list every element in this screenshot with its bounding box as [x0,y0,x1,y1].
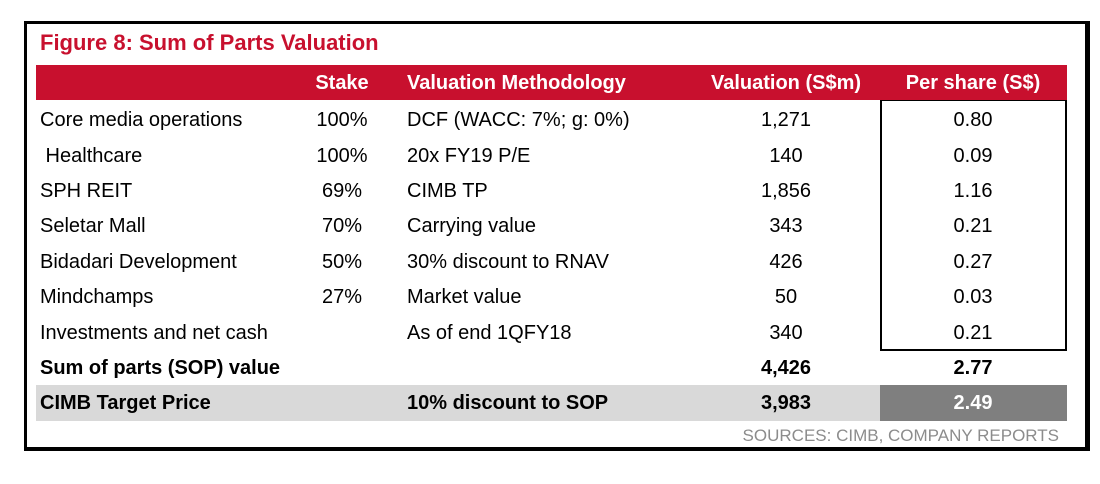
row-stake: 100% [316,109,368,131]
row-stake: 100% [316,145,368,167]
row-name: Healthcare [40,145,143,167]
header-per-share: Per share (S$) [905,72,1041,94]
row-method: 20x FY19 P/E [407,145,531,167]
sop-label: Sum of parts (SOP) value [40,357,281,379]
row-name: Seletar Mall [40,215,146,237]
row-valuation: 340 [769,322,803,344]
tp-valuation: 3,983 [760,392,812,414]
row-valuation: 426 [769,251,803,273]
sop-valuation: 4,426 [760,357,812,379]
header-methodology: Valuation Methodology [407,72,626,94]
row-valuation: 343 [769,215,803,237]
table-header-band [36,65,1067,100]
row-valuation: 140 [769,145,803,167]
row-valuation: 50 [774,286,798,308]
row-valuation: 1,271 [760,109,812,131]
header-stake: Stake [315,72,369,94]
row-name: Mindchamps [40,286,154,308]
row-per-share: 0.80 [953,109,993,131]
row-method: Carrying value [407,215,536,237]
row-per-share: 1.16 [953,180,993,202]
source-note: SOURCES: CIMB, COMPANY REPORTS [742,426,1059,445]
row-method: 30% discount to RNAV [407,251,609,273]
row-name: SPH REIT [40,180,133,202]
header-valuation: Valuation (S$m) [710,72,862,94]
target-price-per-share-cell [880,385,1067,421]
row-per-share: 0.09 [953,145,993,167]
row-per-share: 0.21 [953,215,993,237]
row-method: Market value [407,286,522,308]
row-per-share: 0.03 [953,286,993,308]
row-per-share: 0.27 [953,251,993,273]
row-stake [300,316,384,351]
row-method: As of end 1QFY18 [407,322,572,344]
tp-per-share: 2.49 [953,392,993,414]
row-method: DCF (WACC: 7%; g: 0%) [407,109,630,131]
tp-label: CIMB Target Price [40,392,211,414]
row-name: Investments and net cash [40,322,268,344]
per-share-box [880,100,1067,351]
sop-per-share: 2.77 [953,357,993,379]
row-method: CIMB TP [407,180,488,202]
target-price-band [36,385,880,421]
figure-title: Figure 8: Sum of Parts Valuation [40,30,379,55]
row-name: Bidadari Development [40,251,237,273]
figure-frame [24,21,1090,451]
row-valuation: 1,856 [760,180,812,202]
row-name: Core media operations [40,109,243,131]
row-stake: 50% [321,251,363,273]
tp-method: 10% discount to SOP [407,392,609,414]
row-stake: 70% [321,215,363,237]
row-stake: 69% [321,180,363,202]
row-stake: 27% [321,286,363,308]
row-per-share: 0.21 [953,322,993,344]
